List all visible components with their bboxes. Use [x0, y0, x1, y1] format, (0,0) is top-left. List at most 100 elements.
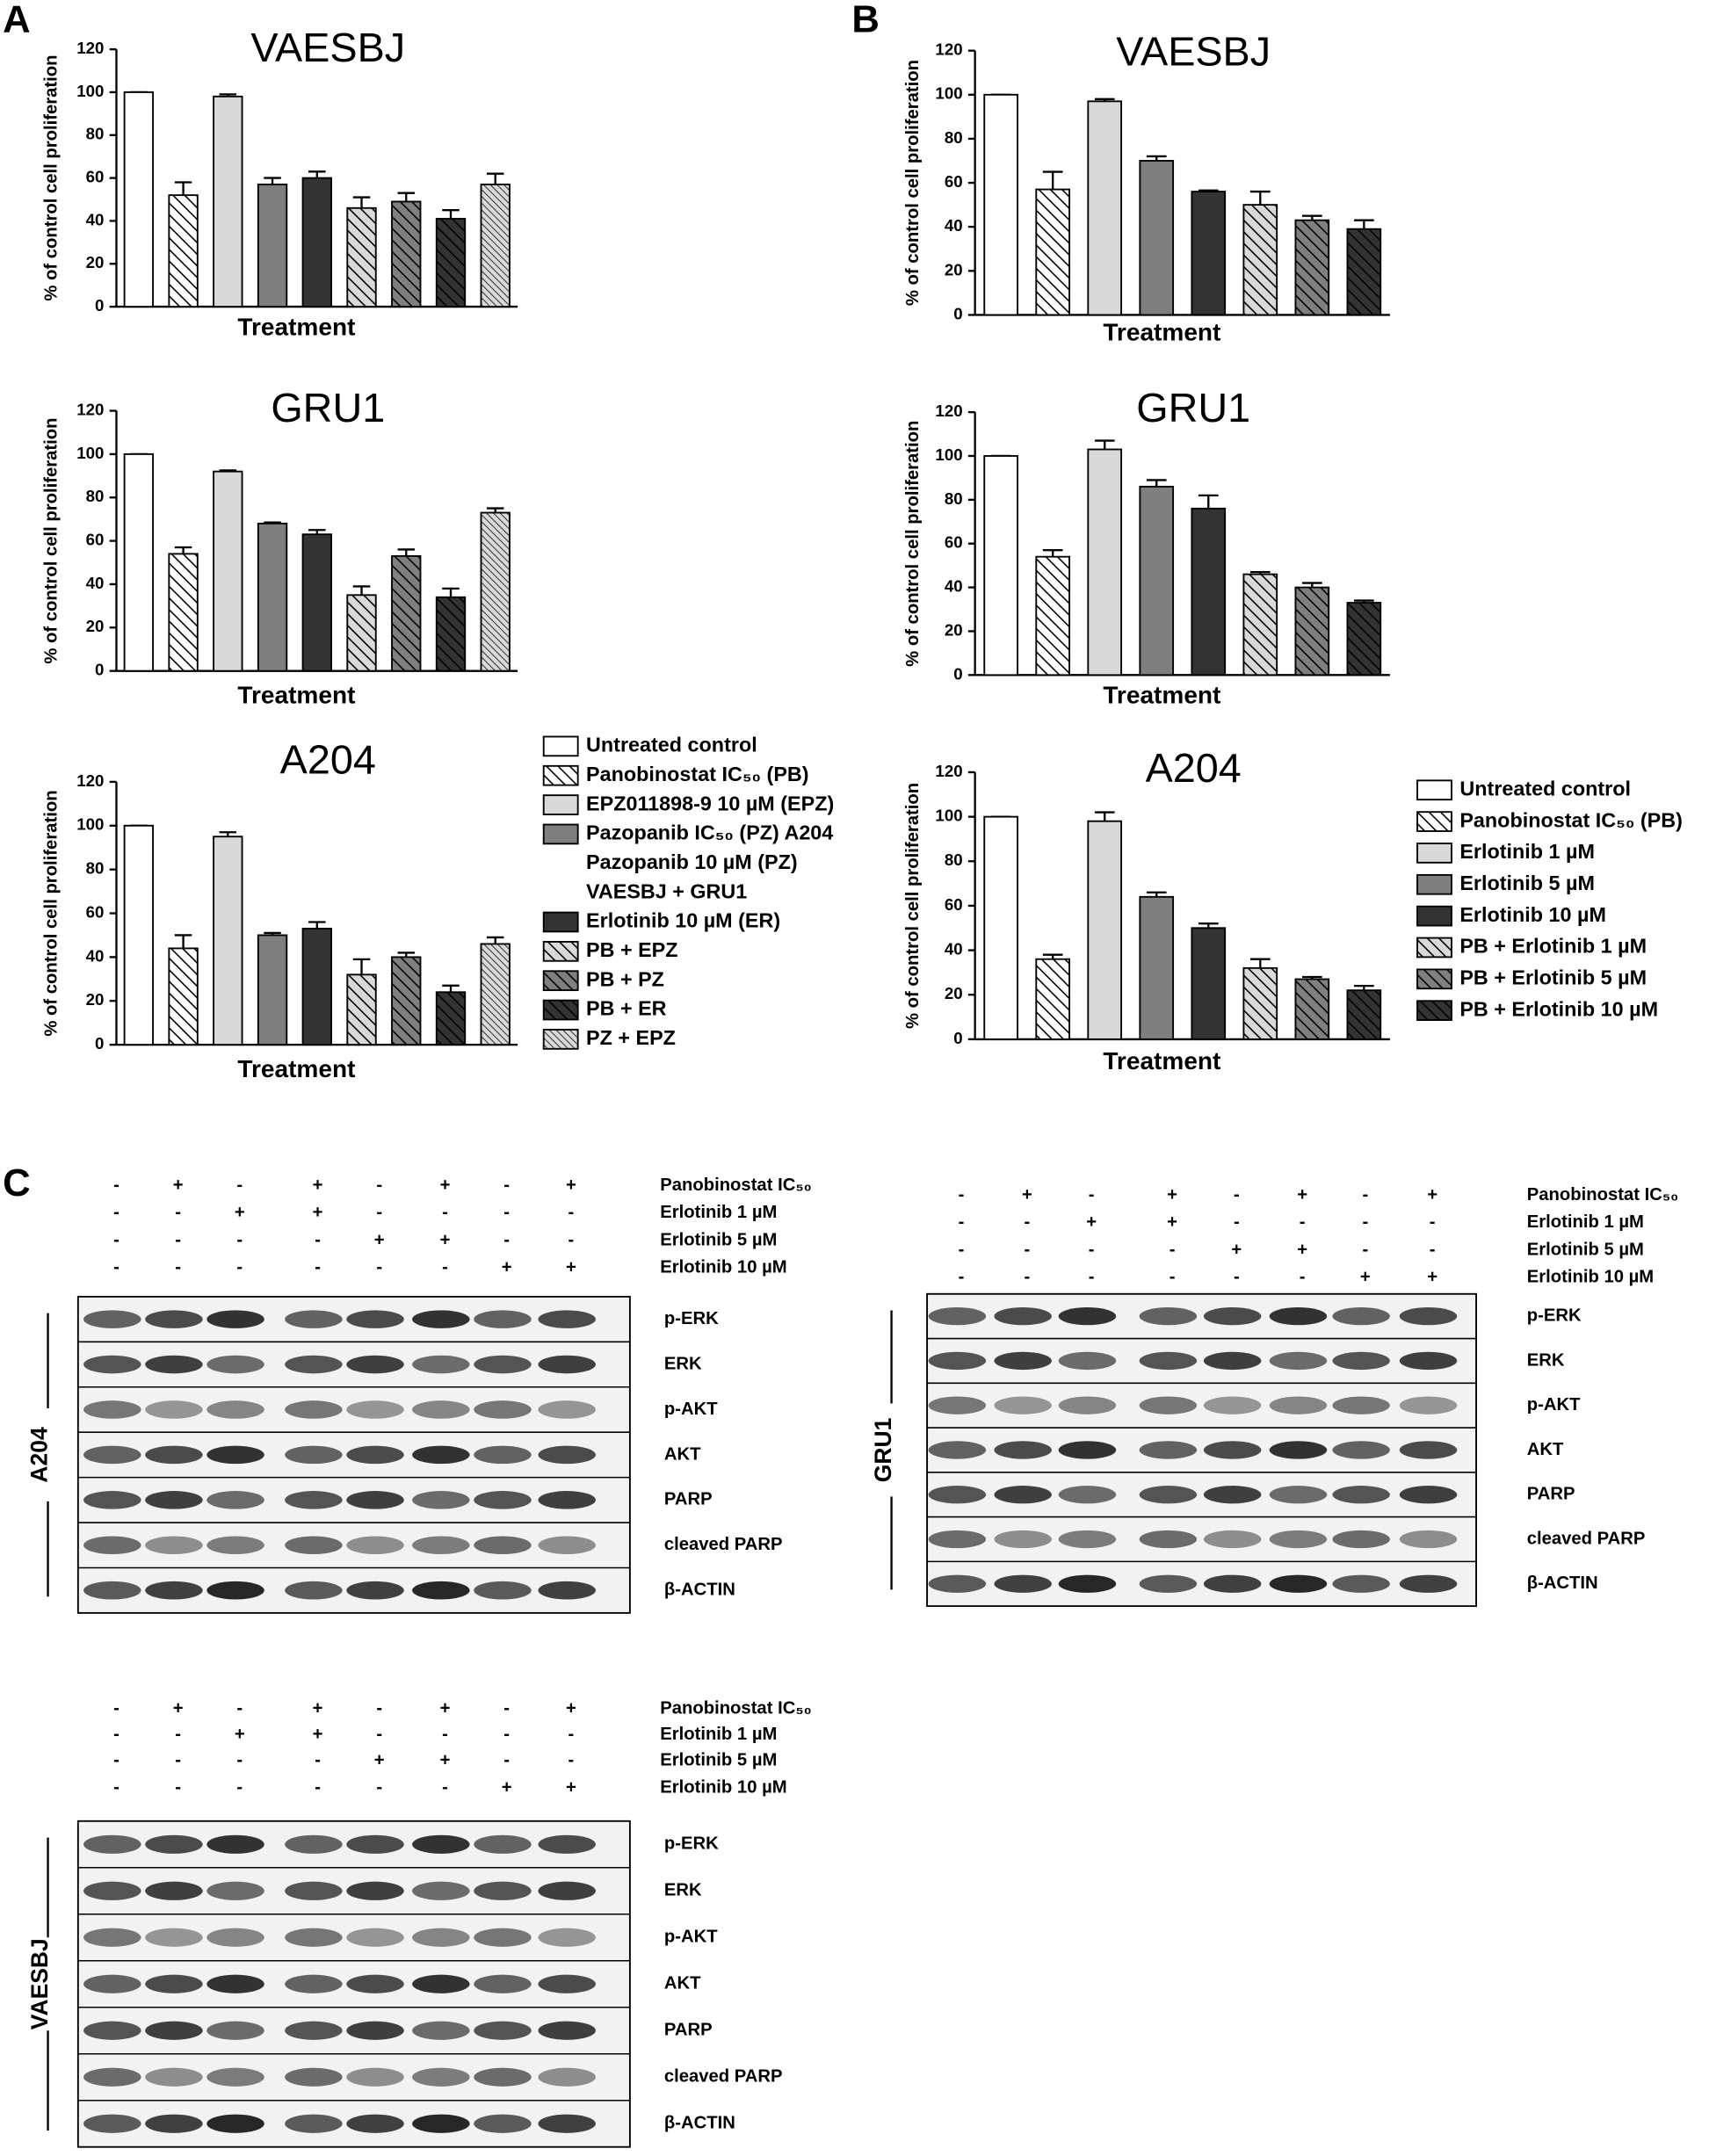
treatment-sign: - [315, 1230, 321, 1249]
legend-label: Panobinostat IC₅₀ (PB) [586, 763, 809, 785]
blot-band [412, 1881, 470, 1900]
legend-swatch [1416, 779, 1452, 801]
bar [1242, 204, 1278, 316]
blot-band [1399, 1307, 1458, 1326]
legend-swatch [1416, 843, 1452, 864]
bar [1294, 219, 1330, 316]
blot-band [1332, 1530, 1390, 1549]
treatment-sign: + [440, 1230, 451, 1249]
y-tick-label: 0 [95, 1034, 104, 1053]
blot-band [1058, 1486, 1117, 1504]
legend-label: Pazopanib 10 µM (PZ) [586, 850, 798, 873]
y-tick-label: 80 [945, 489, 963, 508]
blot-band [928, 1441, 987, 1459]
blot-band [206, 1928, 264, 1947]
protein-label: p-AKT [1527, 1395, 1581, 1414]
y-tick-label: 80 [945, 128, 963, 147]
treatment-sign: - [113, 1258, 119, 1277]
legend-label: Erlotinib 1 µM [1459, 840, 1595, 863]
panel-label: B [851, 0, 880, 40]
blot-band [83, 1310, 141, 1328]
blot-band [538, 1445, 596, 1465]
y-tick-label: 100 [935, 445, 962, 464]
blot-band [1269, 1307, 1328, 1326]
treatment-label: Panobinostat IC₅₀ [660, 1176, 812, 1195]
bar [1191, 927, 1227, 1040]
blot-band [412, 2021, 470, 2040]
treatment-sign: + [1167, 1212, 1177, 1232]
blot-band [145, 1355, 203, 1374]
treatment-sign: + [374, 1230, 385, 1249]
y-tick-label: 40 [86, 946, 105, 965]
treatment-sign: - [1362, 1185, 1368, 1205]
blot-band [346, 1400, 404, 1419]
blot-band [412, 1310, 470, 1328]
bar [1346, 989, 1382, 1040]
legend-label: PB + ER [586, 997, 667, 1020]
y-tick-label: 100 [76, 444, 104, 462]
legend-swatch [542, 764, 579, 786]
treatment-sign: - [503, 1176, 510, 1195]
treatment-sign: - [113, 1230, 119, 1249]
blot-band [346, 1974, 404, 1993]
treatment-sign: + [440, 1176, 451, 1195]
blot-band [145, 1928, 203, 1947]
blot-band [1203, 1574, 1262, 1593]
blot-band [1399, 1441, 1458, 1459]
blot-band [994, 1441, 1052, 1459]
treatment-sign: - [175, 1751, 181, 1770]
blot-band [538, 1355, 596, 1374]
treatment-label: Erlotinib 10 µM [1527, 1267, 1654, 1286]
bar [480, 511, 511, 672]
y-tick-label: 20 [945, 984, 963, 1002]
blot-band [538, 1974, 596, 1993]
blot-band [285, 1310, 343, 1328]
x-axis-label: Treatment [1103, 682, 1220, 709]
bar [1346, 602, 1382, 676]
blot-band [1269, 1351, 1328, 1371]
blot-band [474, 1491, 532, 1509]
treatment-sign: + [1297, 1185, 1307, 1205]
blot-band [1058, 1351, 1117, 1371]
blot-band [346, 1491, 404, 1509]
protein-label: p-AKT [664, 1400, 718, 1419]
y-tick-label: 120 [76, 400, 104, 418]
blot-band [145, 1310, 203, 1328]
bar [435, 991, 467, 1046]
blot-band [474, 1445, 532, 1465]
blot-band [1332, 1396, 1390, 1414]
blot-band [1203, 1307, 1262, 1326]
blot-band [538, 1491, 596, 1509]
blot-band [285, 1491, 343, 1509]
treatment-sign: + [1427, 1267, 1437, 1286]
y-tick-label: 40 [945, 577, 963, 596]
treatment-sign: - [376, 1778, 382, 1798]
blot-band [1399, 1486, 1458, 1504]
legend-swatch [1416, 937, 1452, 959]
treatment-sign: - [376, 1698, 382, 1718]
blot-band [1139, 1486, 1198, 1504]
bar [257, 934, 288, 1046]
protein-label: ERK [664, 1881, 702, 1900]
cell-line-gap [33, 1407, 62, 1501]
legend-label: VAESBJ + GRU1 [586, 879, 747, 902]
treatment-sign: + [502, 1258, 512, 1277]
blot-band [145, 1491, 203, 1509]
y-tick-label: 60 [945, 895, 963, 914]
y-tick-label: 80 [86, 859, 105, 878]
blot-band [412, 1834, 470, 1854]
blot-band [285, 2114, 343, 2133]
treatment-sign: - [1234, 1212, 1240, 1232]
chart-title: VAESBJ [1116, 29, 1271, 75]
treatment-sign: - [442, 1778, 448, 1798]
treatment-sign: - [1024, 1212, 1030, 1232]
blot-band [83, 1400, 141, 1419]
blot-band [1058, 1574, 1117, 1593]
y-tick-label: 0 [95, 661, 104, 679]
y-tick-label: 80 [945, 850, 963, 869]
blot-band [206, 1974, 264, 1993]
blot-band [1269, 1574, 1328, 1593]
y-tick-label: 0 [95, 296, 104, 315]
protein-label: β-ACTIN [1527, 1574, 1598, 1593]
